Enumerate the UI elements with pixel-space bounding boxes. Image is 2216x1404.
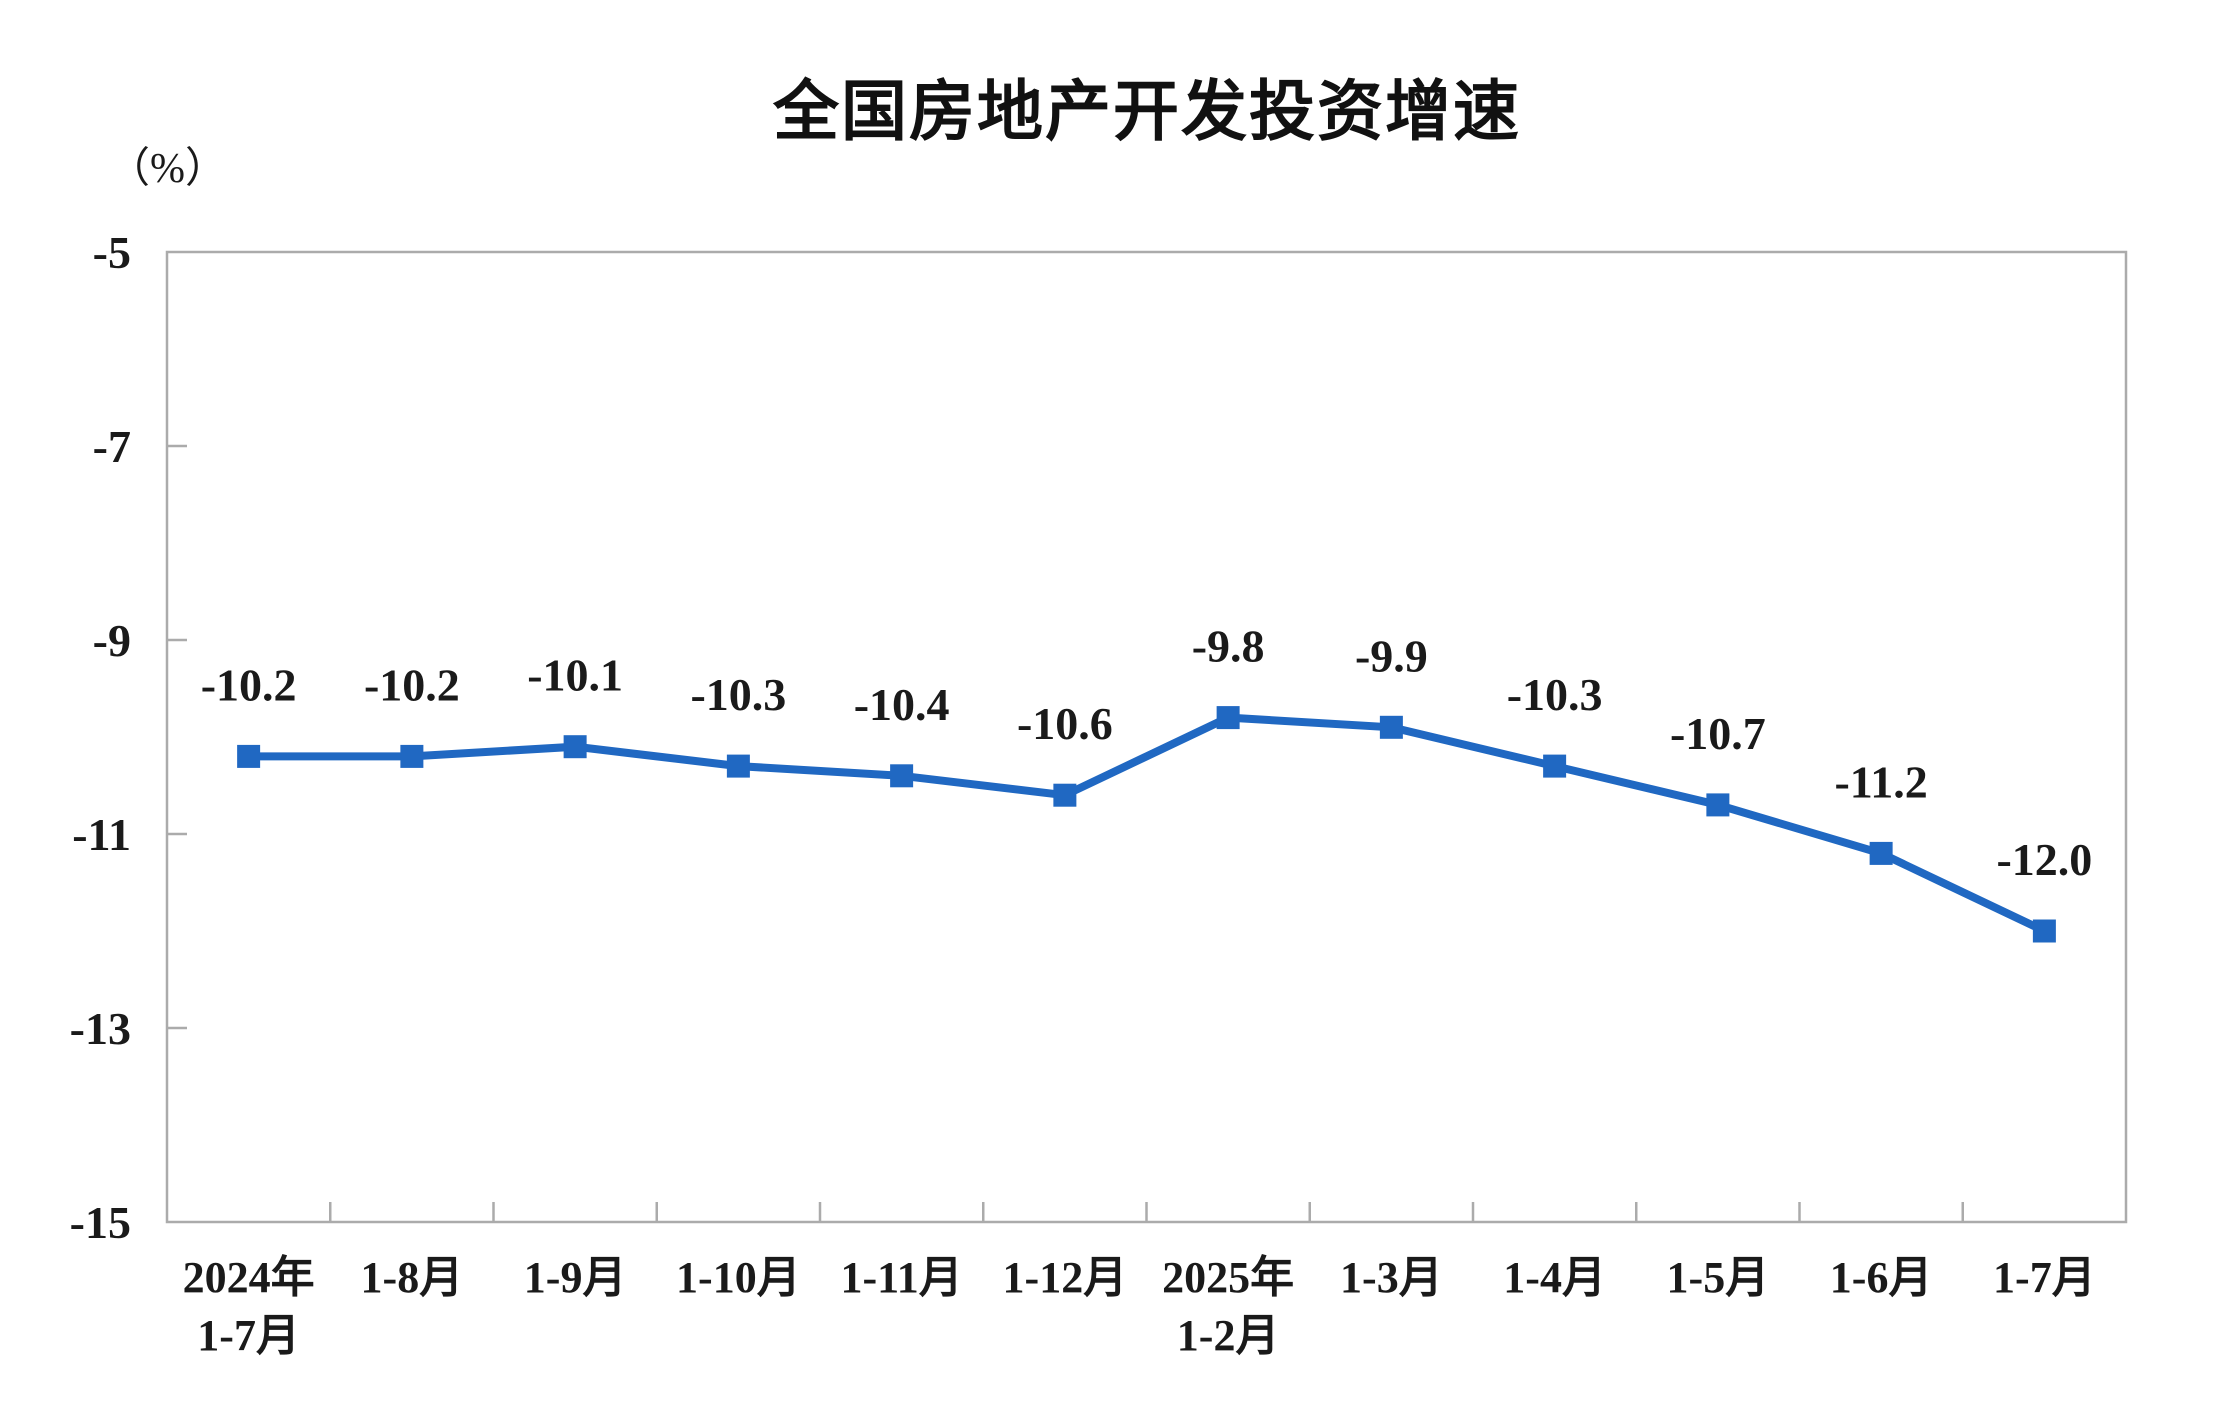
x-axis-category-label: 1-11月: [841, 1253, 963, 1302]
series-line: [248, 713, 2047, 935]
data-point-marker: [1379, 715, 1403, 739]
data-point-marker: [1706, 793, 1730, 817]
data-point-label: -12.0: [1996, 834, 2092, 885]
data-point-marker: [563, 735, 587, 759]
data-point-marker: [726, 754, 750, 778]
data-point-marker: [1053, 783, 1077, 807]
x-axis-category-label: 1-5月: [1667, 1253, 1770, 1302]
x-axis-category-label: 1-9月: [524, 1253, 627, 1302]
x-axis-category-label: 1-10月: [676, 1253, 801, 1302]
data-point-marker: [1869, 841, 1893, 865]
data-point-marker: [237, 744, 261, 768]
x-axis-category-label: 1-12月: [1003, 1253, 1128, 1302]
data-point-label: -11.2: [1834, 756, 1927, 807]
data-point-marker: [1216, 706, 1240, 730]
x-axis-category-label: 1-3月: [1340, 1253, 1443, 1302]
data-point-label: -10.6: [1017, 698, 1113, 749]
y-axis-tick-label: -7: [93, 421, 131, 472]
data-point-label: -10.2: [201, 659, 297, 710]
data-point-label: -10.7: [1670, 708, 1766, 759]
x-axis-category-label: 1-8月: [361, 1253, 464, 1302]
y-axis-tick-label: -9: [93, 615, 131, 666]
data-point-label: -9.8: [1192, 621, 1265, 672]
data-point-marker: [2032, 919, 2056, 943]
data-point-marker: [890, 764, 914, 788]
plot-border: [165, 250, 2128, 1224]
data-point-label: -10.3: [690, 669, 786, 720]
data-point-label: -9.9: [1355, 630, 1428, 681]
data-point-label: -10.2: [364, 659, 460, 710]
x-axis-category-label: 1-7月: [197, 1311, 300, 1360]
x-axis-category-label: 1-2月: [1177, 1311, 1280, 1360]
data-point-label: -10.1: [527, 650, 623, 701]
y-axis-tick-label: -15: [70, 1197, 131, 1248]
y-axis-tick-label: -13: [70, 1003, 131, 1054]
y-axis-tick-label: -11: [72, 809, 131, 860]
y-axis-tick-label: -5: [93, 227, 131, 278]
x-axis-category-label: 1-4月: [1503, 1253, 1606, 1302]
chart-title: 全国房地产开发投资增速: [773, 74, 1521, 148]
y-axis-unit-label: （%）: [108, 146, 227, 192]
data-point-label: -10.3: [1507, 669, 1603, 720]
x-axis-category-label: 1-6月: [1830, 1253, 1933, 1302]
x-axis-category-label: 2024年: [183, 1253, 315, 1302]
data-point-marker: [1543, 754, 1567, 778]
data-point-marker: [400, 744, 424, 768]
x-axis-category-label: 1-7月: [1993, 1253, 2096, 1302]
x-axis-category-label: 2025年: [1162, 1253, 1294, 1302]
data-point-label: -10.4: [854, 679, 950, 730]
